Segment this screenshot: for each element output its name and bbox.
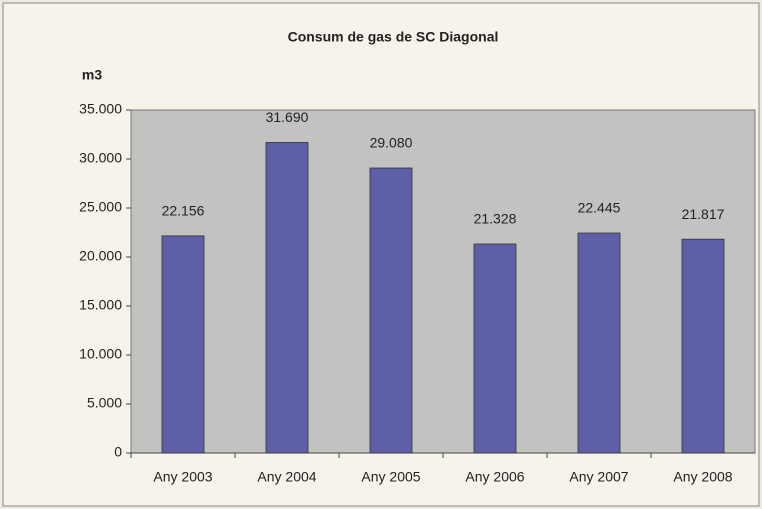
value-label: 21.328 [474, 211, 517, 227]
value-label: 31.690 [266, 109, 309, 125]
bar [161, 235, 205, 454]
y-tick-label: 30.000 [79, 150, 122, 166]
y-tick-label: 10.000 [79, 346, 122, 362]
bar [577, 232, 621, 454]
bar [265, 142, 309, 454]
value-label: 22.445 [578, 200, 621, 216]
chart-title: Consum de gas de SC Diagonal [288, 29, 499, 45]
y-tick-label: 25.000 [79, 199, 122, 215]
bar [681, 238, 725, 454]
y-tick-label: 0 [114, 444, 122, 460]
x-tick-label: Any 2003 [153, 469, 212, 485]
y-axis-title: m3 [82, 67, 102, 83]
y-tick-label: 20.000 [79, 248, 122, 264]
y-tick-label: 15.000 [79, 297, 122, 313]
x-tick-label: Any 2005 [361, 469, 420, 485]
bar [369, 167, 413, 454]
x-tick-label: Any 2008 [673, 469, 732, 485]
value-label: 22.156 [162, 203, 205, 219]
bar [473, 243, 517, 454]
x-tick-label: Any 2007 [569, 469, 628, 485]
y-tick-label: 35.000 [79, 101, 122, 117]
value-label: 29.080 [370, 135, 413, 151]
value-label: 21.817 [682, 206, 725, 222]
x-tick-label: Any 2004 [257, 469, 316, 485]
plot-area [130, 109, 756, 454]
x-tick-label: Any 2006 [465, 469, 524, 485]
y-tick-label: 5.000 [87, 395, 122, 411]
